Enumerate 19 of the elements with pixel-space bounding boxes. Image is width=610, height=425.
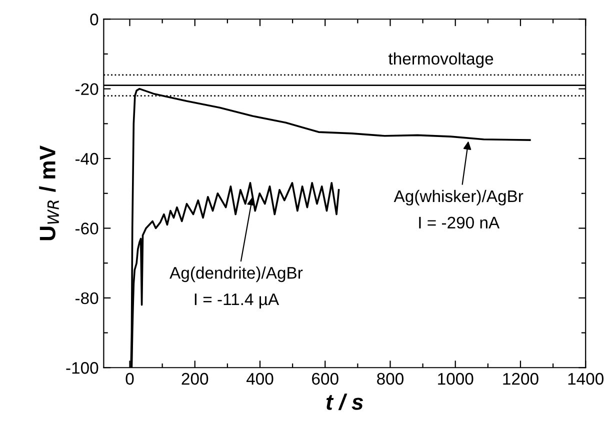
x-tick-label: 0 [126,372,134,385]
x-tick-label: 1200 [503,372,538,385]
y-tick-label: -100 [66,362,98,374]
y-tick-label: -20 [75,83,98,96]
x-tick-label: 1400 [568,372,604,385]
y-tick-label: -60 [75,222,98,234]
annotation: Ag(whisker)/AgBr I = -290 nA [394,190,524,229]
annotation: Ag(dendrite)/AgBr I = -11.4 µA [170,266,303,309]
x-tick-label: 800 [377,372,404,385]
x-axis-title: t / s [326,394,364,410]
y-tick-label: -40 [75,152,98,165]
y-axis-title: U$_{WR}$ / mV [39,145,59,240]
x-tick-label: 200 [182,372,208,385]
x-tick-label: 1000 [438,372,474,385]
y-tick-label: -80 [75,292,98,304]
x-tick-label: 600 [312,372,338,385]
annotation: thermovoltage [388,52,494,68]
x-tick-label: 400 [246,372,274,385]
y-tick-label: 0 [90,14,98,26]
